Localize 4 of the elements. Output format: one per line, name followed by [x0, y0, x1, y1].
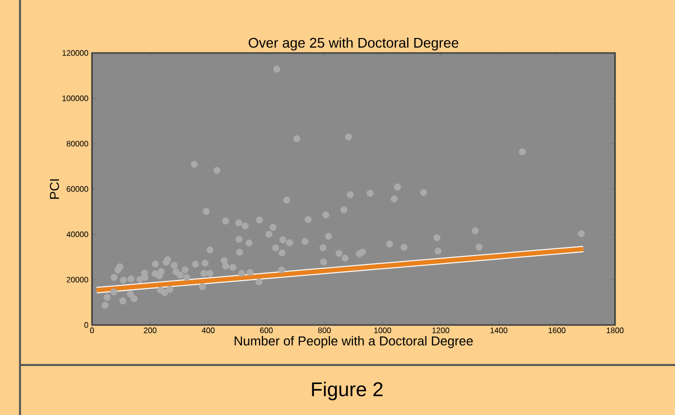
x-axis-title: Number of People with a Doctoral Degree [234, 336, 473, 348]
chart-title: Over age 25 with Doctoral Degree [248, 37, 458, 50]
caption: Figure 2 [312, 382, 383, 400]
y-axis-title: PCI [50, 179, 60, 199]
